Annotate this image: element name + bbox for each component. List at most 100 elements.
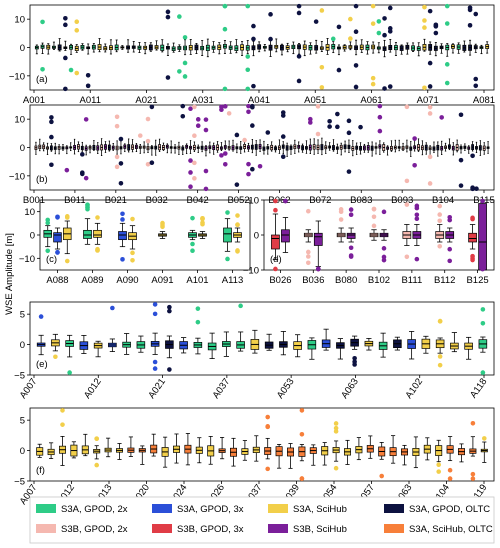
outlier-point [444,21,450,26]
outlier-point [353,84,359,90]
x-tick-label: A001 [23,95,45,106]
y-tick-label: 10 [14,115,25,126]
outlier-point [40,19,45,25]
outlier-point [265,414,271,420]
outlier-point [188,170,193,175]
outlier-point [480,321,486,326]
outlier-point [381,209,387,215]
outlier-point [251,23,256,29]
panel-f: −505(f)A007 A012 A013 A020 A024 A026 A037 A039 A… [14,407,495,507]
x-tick-label: A102 [403,376,425,400]
outlier-point [180,103,186,109]
outlier-point [283,198,288,204]
outlier-point [346,169,352,174]
outlier-point [145,161,151,167]
outlier-point [370,81,376,87]
outlier-point [130,257,135,263]
x-tick-label: A051 [304,95,326,106]
outlier-point [333,429,339,434]
x-tick-label: B125 [466,275,488,286]
legend-label: S3B, SciHub [293,524,347,535]
outlier-point [470,253,475,259]
outlier-point [404,202,410,207]
outlier-point [404,104,410,110]
x-tick-label: A061 [360,95,382,106]
outlier-point [437,354,443,359]
outlier-point [382,86,387,91]
box-b036-box [313,232,323,246]
x-tick-label: B093 [391,195,413,206]
y-tick-label: 0 [20,43,25,54]
outlier-point [219,104,224,110]
box-b125-box [478,203,487,271]
outlier-point [63,86,68,92]
box-a090-box [118,231,127,241]
x-tick-label: B080 [335,275,357,286]
outlier-point [257,163,263,169]
x-tick-label: A090 [116,275,138,286]
outlier-point [422,85,427,91]
outlier-point [114,123,120,129]
outlier-point [299,408,305,413]
outlier-point [222,104,228,109]
legend-swatch [384,504,404,513]
outlier-point [268,36,273,42]
y-axis-label: WSE Amplitude [m] [4,233,15,315]
outlier-point [348,16,353,22]
x-tick-label: A011 [80,95,101,106]
outlier-point [382,32,387,38]
outlier-point [467,5,473,11]
outlier-point [110,305,115,311]
outlier-point [222,151,228,156]
outlier-point [222,86,228,92]
x-tick-label: A081 [473,95,495,106]
outlier-point [234,132,240,138]
outlier-point [53,354,58,360]
outlier-point [427,84,433,89]
outlier-point [265,130,271,135]
outlier-point [377,128,383,134]
x-tick-label: B042 [187,195,209,206]
legend-label: S3A, SciHub [293,504,347,515]
outlier-point [118,161,124,166]
y-tick-label: −10 [243,266,259,277]
outlier-point [414,256,420,262]
outlier-point [299,476,305,481]
outlier-point [444,3,450,9]
outlier-point [414,205,420,211]
outlier-point [85,72,91,78]
outlier-point [60,408,65,413]
outlier-point [85,83,91,89]
outlier-point [412,136,417,141]
outlier-point [308,120,313,125]
outlier-point [470,471,476,477]
outlier-point [381,257,387,263]
outlier-point [188,158,193,163]
outlier-point [427,104,433,110]
outlier-point [265,424,271,430]
outlier-point [348,212,354,217]
outlier-point [225,210,230,215]
outlier-point [470,186,475,192]
outlier-point [94,436,99,442]
outlier-point [188,106,193,112]
y-tick-label: −10 [19,254,35,265]
outlier-point [67,370,72,375]
outlier-point [447,467,453,473]
outlier-point [203,186,209,192]
outlier-point [305,254,311,259]
box-b080-box [346,232,356,239]
outlier-point [238,303,243,309]
outlier-point [64,258,70,264]
x-tick-label: B111 [401,275,422,286]
outlier-point [470,153,475,159]
plot-frame [263,199,495,271]
outlier-point [422,25,427,30]
legend-swatch [36,524,56,533]
legend-frame [29,496,495,544]
outlier-point [437,362,443,368]
outlier-point [49,134,54,140]
panel-label: (b) [36,174,48,185]
y-tick-label: −10 [9,71,25,82]
box-b026-box [281,229,290,243]
